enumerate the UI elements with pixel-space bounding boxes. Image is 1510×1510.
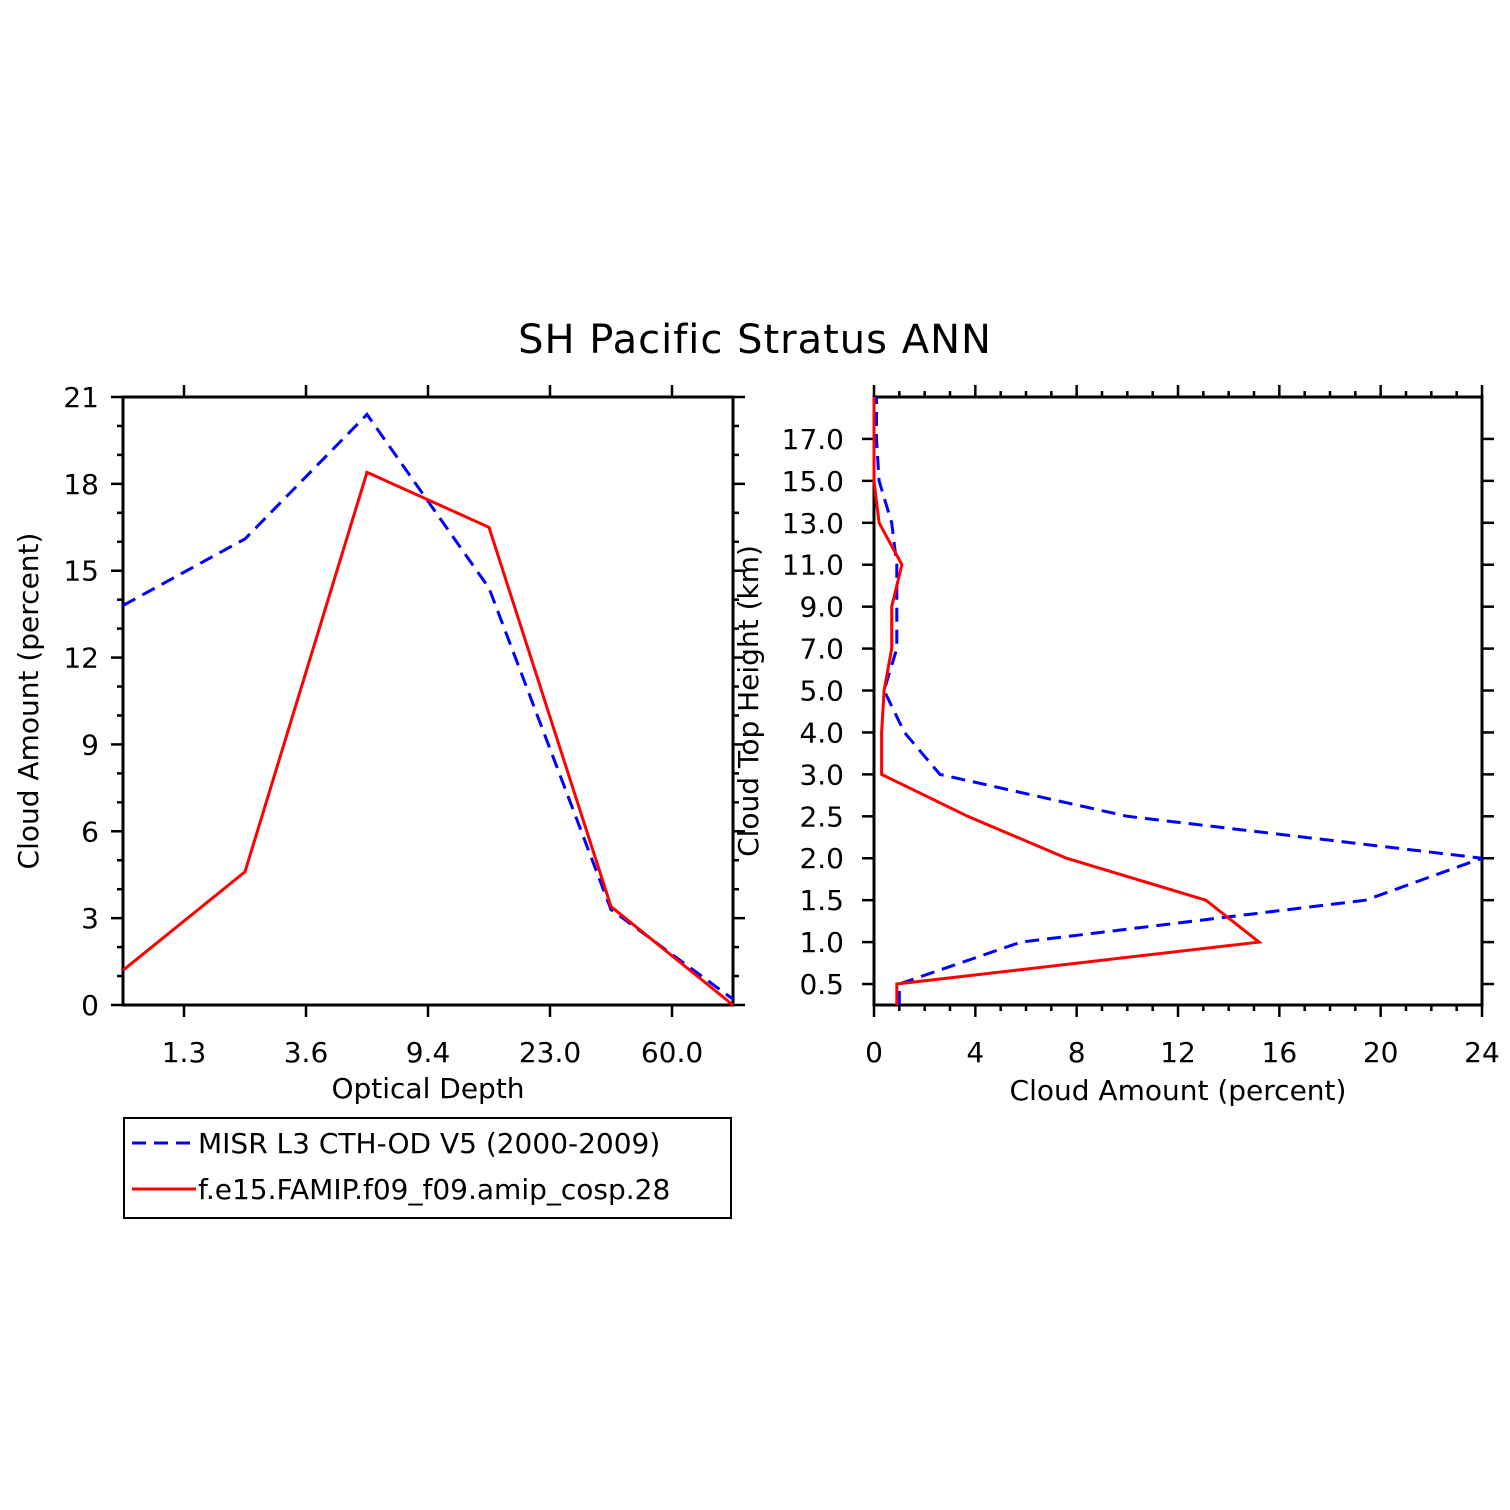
left-x-tick-label: 23.0 — [519, 1036, 581, 1069]
right-y-tick-label: 7.0 — [799, 633, 844, 666]
right-y-tick-label: 15.0 — [782, 465, 844, 498]
right-y-tick-label: 17.0 — [782, 423, 844, 456]
left-plot-frame — [121, 395, 735, 1007]
left-x-tick-label: 3.6 — [284, 1036, 329, 1069]
right-y-tick-label: 2.0 — [799, 842, 844, 875]
right-y-axis-label: Cloud Top Height (km) — [732, 545, 765, 857]
legend: MISR L3 CTH-OD V5 (2000-2009) f.e15.FAMI… — [123, 1117, 732, 1219]
right-x-tick-label: 20 — [1363, 1036, 1399, 1069]
right-y-tick-label: 0.5 — [799, 968, 844, 1001]
right-x-tick-label: 8 — [1068, 1036, 1086, 1069]
left-x-tick-label: 1.3 — [162, 1036, 207, 1069]
left-series-lines — [122, 412, 734, 1007]
right-series-model-line — [872, 397, 1263, 1005]
left-y-tick-label: 9 — [81, 728, 99, 761]
right-series-lines — [872, 397, 1483, 1005]
left-y-tick-label: 0 — [81, 989, 99, 1022]
left-series-model-line — [122, 470, 734, 1007]
right-x-tick-label: 12 — [1160, 1036, 1196, 1069]
right-x-tick-label: 0 — [865, 1036, 883, 1069]
right-y-tick-label: 9.0 — [799, 591, 844, 624]
left-y-tick-label: 18 — [63, 468, 99, 501]
left-y-tick-label: 12 — [63, 642, 99, 675]
right-series-obs-line — [875, 397, 1483, 1005]
right-axis-ticks: 0 4 8 12 16 20 24 0.5 1.0 1.5 2.0 2.5 3.0 4.0 5.0 7.0 9.… — [782, 385, 1500, 1069]
legend-box — [123, 1117, 732, 1219]
right-y-tick-label: 1.0 — [799, 926, 844, 959]
left-series-obs-line — [122, 412, 734, 1001]
right-y-tick-label: 5.0 — [799, 675, 844, 708]
left-y-tick-label: 15 — [63, 555, 99, 588]
right-y-tick-label: 2.5 — [799, 800, 844, 833]
right-y-tick-label: 4.0 — [799, 716, 844, 749]
right-x-tick-label: 16 — [1262, 1036, 1298, 1069]
chart-title: SH Pacific Stratus ANN — [518, 317, 992, 363]
legend-label-obs: MISR L3 CTH-OD V5 (2000-2009) — [198, 1127, 660, 1160]
left-chart-panel: 0 3 6 9 12 15 18 21 1.3 3.6 9.4 23.0 60.0 Optical De… — [12, 381, 745, 1105]
right-y-tick-label: 11.0 — [782, 549, 844, 582]
left-y-tick-label: 21 — [63, 381, 99, 414]
right-y-tick-label: 13.0 — [782, 507, 844, 540]
left-y-tick-label: 3 — [81, 902, 99, 935]
left-axis-ticks: 0 3 6 9 12 15 18 21 1.3 3.6 9.4 23.0 60.0 — [63, 381, 745, 1069]
legend-label-model: f.e15.FAMIP.f09_f09.amip_cosp.28 — [198, 1173, 670, 1206]
right-x-tick-label: 24 — [1464, 1036, 1500, 1069]
left-x-axis-label: Optical Depth — [331, 1072, 524, 1105]
right-y-tick-label: 1.5 — [799, 884, 844, 917]
left-x-tick-label: 60.0 — [641, 1036, 703, 1069]
left-y-tick-label: 6 — [81, 815, 99, 848]
right-y-tick-label: 3.0 — [799, 758, 844, 791]
right-x-tick-label: 4 — [966, 1036, 984, 1069]
right-chart-panel: 0 4 8 12 16 20 24 0.5 1.0 1.5 2.0 2.5 3.0 4.0 5.0 7.0 9.… — [732, 385, 1500, 1107]
right-plot-frame — [872, 395, 1484, 1007]
left-y-axis-label: Cloud Amount (percent) — [12, 533, 45, 870]
left-x-tick-label: 9.4 — [406, 1036, 451, 1069]
right-x-axis-label: Cloud Amount (percent) — [1010, 1074, 1347, 1107]
